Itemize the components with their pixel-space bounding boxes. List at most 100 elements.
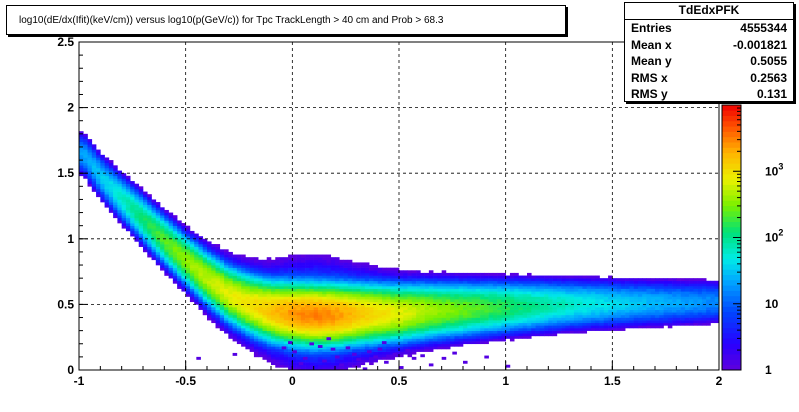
heatmap-cell [305,351,310,355]
heatmap-cell [373,338,378,342]
heatmap-cell [582,307,588,310]
heatmap-cell [283,333,289,337]
heatmap-cell [556,286,562,289]
heatmap-cell [710,320,716,324]
heatmap-cell [262,283,268,287]
heatmap-cell [228,270,233,274]
heatmap-cell [701,296,707,300]
heatmap-cell [399,335,404,339]
heatmap-cell [492,288,498,292]
heatmap-cell [663,296,669,300]
heatmap-cell [480,338,485,342]
heatmap-cell [113,212,118,216]
heatmap-cell [224,275,229,279]
heatmap-cell [292,265,297,268]
heatmap-cell [104,186,110,190]
heatmap-cell [305,362,310,366]
heatmap-cell [569,304,575,308]
palette-band [722,120,741,127]
heatmap-cell [322,341,327,345]
heatmap-cell [279,270,285,274]
heatmap-cell [394,341,400,345]
heatmap-cell [322,272,327,276]
heatmap-cell [215,272,221,276]
heatmap-cell [360,267,366,271]
heatmap-cell [326,299,332,303]
heatmap-cell [283,293,289,297]
heatmap-cell [701,307,707,310]
heatmap-cell [420,335,425,339]
heatmap-cell [224,293,229,297]
heatmap-cell [505,333,511,337]
heatmap-cell [637,293,643,297]
heatmap-cell [168,217,174,221]
heatmap-cell [228,251,233,255]
heatmap-cell [143,209,148,213]
heatmap-cell [565,286,570,289]
heatmap-cell [108,160,114,163]
heatmap-cell [168,238,174,242]
heatmap-cell [185,283,191,287]
heatmap-cell [416,275,421,279]
heatmap-cell [411,312,417,316]
heatmap-cell [373,325,378,329]
heatmap-cell [445,320,451,324]
heatmap-cell [424,288,430,292]
heatmap-cell [219,291,225,295]
heatmap-cell [411,338,417,342]
heatmap-cell [164,272,169,276]
heatmap-cell [437,330,442,334]
heatmap-cell [177,244,182,247]
heatmap-cell [552,304,558,308]
heatmap-cell [612,320,617,324]
heatmap-cell [313,280,319,284]
heatmap-cell [151,202,157,205]
heatmap-cell [207,244,212,247]
heatmap-cell [79,141,84,145]
heatmap-cell [211,291,216,295]
heatmap-cell [108,188,114,192]
heatmap-cell [475,299,481,303]
heatmap-cell [364,322,370,326]
heatmap-cell [612,280,617,284]
heatmap-cell [480,328,485,331]
heatmap-cell [202,296,208,300]
heatmap-cell [181,275,186,279]
heatmap-cell [189,251,195,255]
heatmap-cell [509,333,515,337]
heatmap-cell [586,280,592,284]
heatmap-cell [642,309,647,313]
outlier-cell [303,356,308,360]
heatmap-cell [356,262,361,266]
heatmap-cell [211,270,216,274]
heatmap-cell [108,162,114,166]
heatmap-cell [633,317,639,321]
heatmap-cell [189,280,195,284]
heatmap-cell [360,272,366,276]
heatmap-cell [637,283,643,287]
heatmap-cell [445,335,451,339]
heatmap-cell [335,307,340,310]
heatmap-cell [403,283,408,287]
heatmap-cell [637,278,643,282]
heatmap-cell [207,262,212,266]
heatmap-cell [211,257,216,261]
heatmap-cell [339,312,344,316]
heatmap-cell [121,173,127,177]
heatmap-cell [527,299,532,303]
heatmap-cell [96,183,101,187]
heatmap-cell [377,356,383,360]
heatmap-cell [275,307,280,310]
heatmap-cell [416,270,421,274]
heatmap-cell [266,257,272,261]
heatmap-cell [271,283,276,287]
heatmap-cell [113,175,118,179]
heatmap-cell [296,322,302,326]
heatmap-cell [595,275,600,279]
heatmap-cell [416,301,421,305]
heatmap-cell [608,317,613,321]
heatmap-cell [147,228,152,232]
heatmap-cell [539,312,545,316]
palette-band [722,173,741,180]
heatmap-cell [317,335,323,339]
